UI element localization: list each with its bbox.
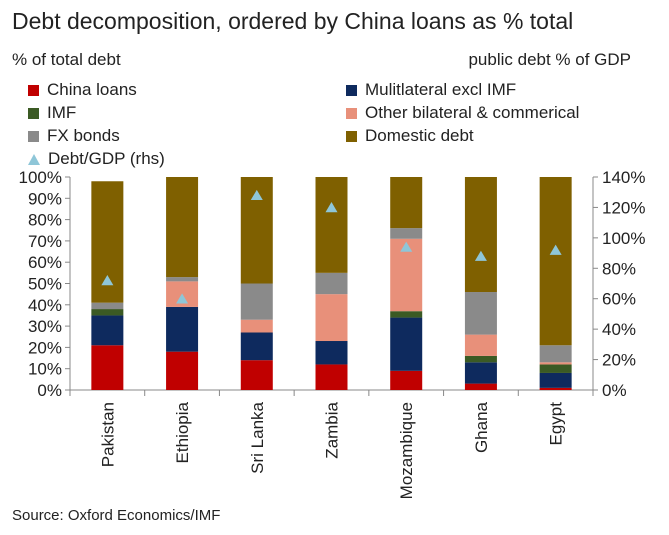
bar-other-bilateral-commerical-sri-lanka [240, 319, 273, 333]
bar-mulitlateral-excl-imf-ghana [464, 362, 497, 384]
source-note: Source: Oxford Economics/IMF [12, 507, 221, 524]
y-tick-label: 100% [19, 168, 62, 187]
legend-label-china-loans: China loans [47, 80, 137, 99]
bar-fx-bonds-pakistan [91, 302, 124, 310]
left-axis-caption: % of total debt [12, 50, 121, 69]
y-tick-label: 0% [37, 381, 62, 400]
y-tick-label: 20% [28, 338, 62, 357]
legend-label-imf: IMF [47, 103, 77, 122]
x-tick-label-zambia: Zambia [323, 401, 342, 458]
legend-swatch-fx-bonds [28, 130, 39, 142]
bar-china-loans-zambia [315, 364, 348, 390]
x-tick-label-egypt: Egypt [547, 402, 566, 446]
bar-imf-ghana [464, 355, 497, 363]
legend-swatch-multilateral [346, 84, 357, 96]
legend-item-debt-gdp: Debt/GDP (rhs) [28, 149, 165, 169]
bar-fx-bonds-zambia [315, 272, 348, 295]
debt-gdp-marker-egypt [549, 244, 562, 255]
legend-swatch-other-bilateral [346, 107, 357, 119]
y2-tick-label: 120% [602, 198, 645, 217]
y-tick-label: 50% [28, 275, 62, 294]
legend-item-domestic-debt: Domestic debt [346, 126, 474, 146]
y2-tick-label: 20% [602, 351, 636, 370]
legend-swatch-domestic-debt [346, 130, 357, 142]
y2-tick-label: 140% [602, 168, 645, 187]
bar-mulitlateral-excl-imf-sri-lanka [240, 332, 273, 361]
legend-label-other-bilateral: Other bilateral & commerical [365, 103, 580, 122]
y-tick-label: 30% [28, 317, 62, 336]
y-tick-label: 10% [28, 360, 62, 379]
legend-item-other-bilateral: Other bilateral & commerical [346, 103, 579, 123]
legend-label-domestic-debt: Domestic debt [365, 126, 474, 145]
debt-gdp-marker-mozambique [400, 241, 413, 252]
bar-china-loans-ghana [464, 383, 497, 390]
legend-swatch-imf [28, 107, 39, 119]
bar-other-bilateral-commerical-zambia [315, 294, 348, 342]
y2-tick-label: 100% [602, 229, 645, 248]
right-axis-caption: public debt % of GDP [468, 50, 631, 69]
y2-tick-label: 0% [602, 381, 627, 400]
bar-china-loans-ethiopia [166, 351, 199, 390]
y-tick-label: 60% [28, 253, 62, 272]
bar-mulitlateral-excl-imf-egypt [539, 372, 572, 388]
bar-domestic-debt-ghana [464, 177, 497, 293]
legend: China loans Mulitlateral excl IMF IMF Ot… [28, 80, 648, 172]
debt-gdp-marker-zambia [325, 202, 338, 213]
bar-fx-bonds-egypt [539, 345, 572, 363]
chart-title: Debt decomposition, ordered by China loa… [12, 8, 574, 34]
bar-mulitlateral-excl-imf-ethiopia [166, 306, 199, 352]
x-tick-label-pakistan: Pakistan [98, 402, 117, 467]
bar-fx-bonds-sri-lanka [240, 283, 273, 320]
legend-item-imf: IMF [28, 103, 76, 123]
bar-china-loans-egypt [539, 387, 572, 390]
legend-label-debt-gdp: Debt/GDP (rhs) [48, 149, 165, 168]
bar-domestic-debt-egypt [539, 177, 572, 346]
bar-fx-bonds-mozambique [390, 228, 423, 239]
bar-imf-pakistan [91, 309, 124, 316]
bar-domestic-debt-ethiopia [166, 177, 199, 278]
bar-china-loans-mozambique [390, 370, 423, 390]
debt-gdp-marker-pakistan [101, 275, 114, 286]
debt-gdp-marker-ethiopia [176, 293, 189, 304]
bar-domestic-debt-mozambique [390, 177, 423, 229]
bar-domestic-debt-zambia [315, 177, 348, 273]
y-tick-label: 40% [28, 296, 62, 315]
x-tick-label-ethiopia: Ethiopia [173, 401, 192, 463]
legend-item-multilateral: Mulitlateral excl IMF [346, 80, 516, 100]
y2-tick-label: 40% [602, 320, 636, 339]
bar-mulitlateral-excl-imf-pakistan [91, 315, 124, 346]
bar-mulitlateral-excl-imf-mozambique [390, 317, 423, 371]
x-tick-label-mozambique: Mozambique [397, 402, 416, 499]
bar-china-loans-pakistan [91, 345, 124, 390]
legend-item-fx-bonds: FX bonds [28, 126, 120, 146]
legend-swatch-china-loans [28, 84, 39, 96]
debt-gdp-marker-ghana [474, 250, 487, 261]
bar-imf-egypt [539, 364, 572, 373]
y-tick-label: 90% [28, 189, 62, 208]
bar-china-loans-sri-lanka [240, 360, 273, 390]
x-tick-label-sri-lanka: Sri Lanka [248, 401, 267, 473]
legend-label-multilateral: Mulitlateral excl IMF [365, 80, 517, 99]
y-tick-label: 70% [28, 232, 62, 251]
bar-imf-mozambique [390, 311, 423, 318]
legend-item-china-loans: China loans [28, 80, 137, 100]
legend-label-fx-bonds: FX bonds [47, 126, 120, 145]
bar-fx-bonds-ethiopia [166, 277, 199, 282]
y2-tick-label: 60% [602, 290, 636, 309]
y2-tick-label: 80% [602, 259, 636, 278]
bar-mulitlateral-excl-imf-zambia [315, 341, 348, 365]
bar-fx-bonds-ghana [464, 292, 497, 335]
debt-gdp-marker-sri-lanka [250, 189, 263, 201]
bar-other-bilateral-commerical-ghana [464, 334, 497, 356]
x-tick-label-ghana: Ghana [472, 401, 491, 453]
legend-triangle-icon [28, 153, 40, 165]
bar-other-bilateral-commerical-egypt [539, 362, 572, 365]
y-tick-label: 80% [28, 211, 62, 230]
